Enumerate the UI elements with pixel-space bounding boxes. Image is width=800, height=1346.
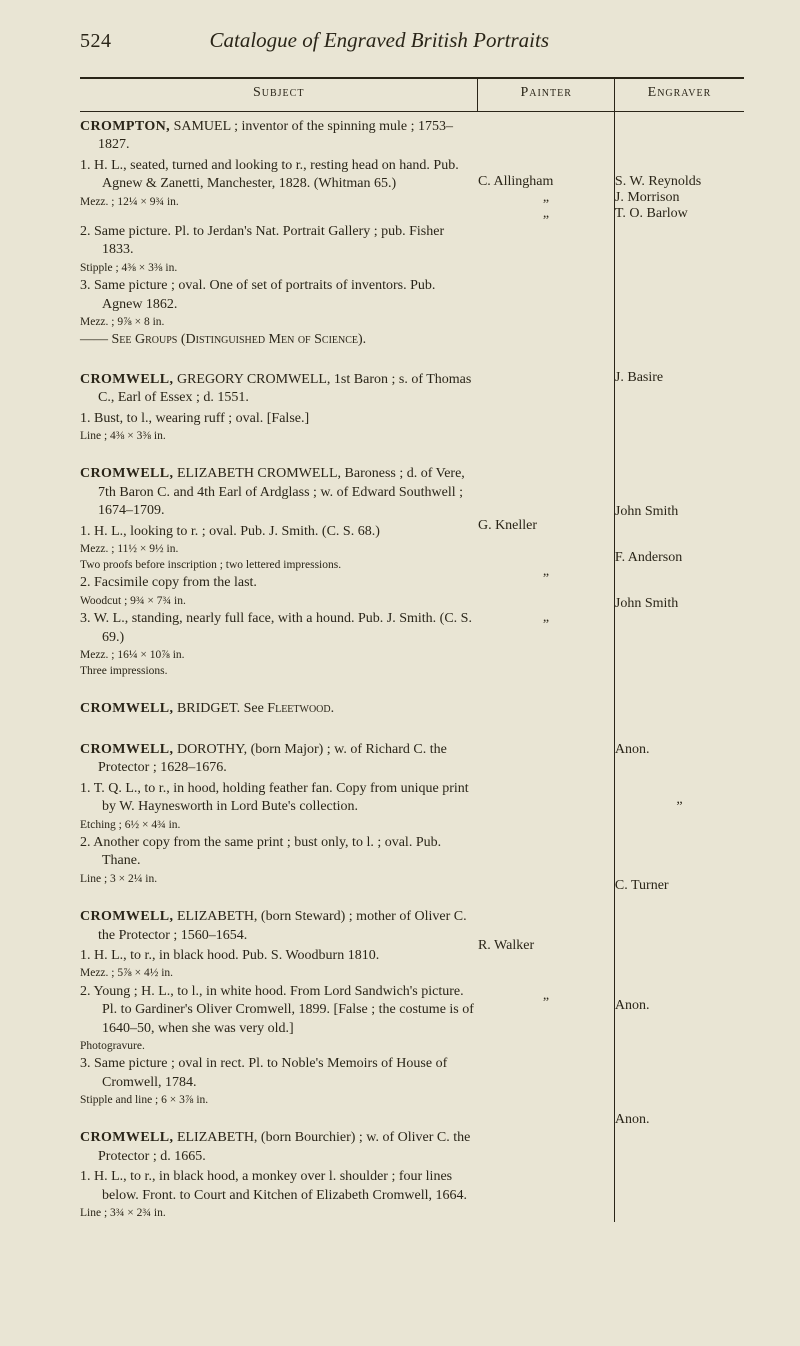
entry-item: 1. H. L., to r., in black hood. Pub. S. … [80, 947, 478, 965]
entry-tech: Line ; 4⅜ × 3⅜ in. [80, 429, 478, 444]
entry-tech: Line ; 3¾ × 2¾ in. [80, 1206, 478, 1221]
entry-tech: Three impressions. [80, 664, 478, 679]
col-painter-header: Painter [478, 78, 614, 112]
engraver-cell: T. O. Barlow [614, 206, 744, 222]
entry-head: CROMWELL, ELIZABETH, (born Steward) ; mo… [80, 908, 478, 945]
entry-item: 1. H. L., looking to r. ; oval. Pub. J. … [80, 523, 478, 541]
engraver-cell: J. Morrison [614, 190, 744, 206]
entry-item: 1. H. L., to r., in black hood, a monkey… [80, 1168, 478, 1205]
engraver-cell: Anon. [615, 1112, 744, 1128]
engraver-cell: Anon. [615, 742, 744, 758]
ditto: „ [478, 610, 614, 626]
engraver-cell: John Smith [615, 504, 744, 520]
entry-tech: Mezz. ; 12¼ × 9¾ in. [80, 195, 478, 210]
entry-item: 2. Same picture. Pl. to Jerdan's Nat. Po… [80, 223, 478, 260]
entry-tech: Stipple ; 4⅜ × 3⅜ in. [80, 261, 478, 276]
ditto: „ [478, 988, 614, 1004]
entry-tech: Photogravure. [80, 1039, 478, 1054]
entry-tech: Mezz. ; 5⅞ × 4½ in. [80, 966, 478, 981]
entry-tech: Etching ; 6½ × 4¾ in. [80, 818, 478, 833]
engraver-cell: J. Basire [615, 370, 744, 386]
entry-tech: Line ; 3 × 2¼ in. [80, 872, 478, 887]
painter-cell: C. Allingham [478, 112, 614, 191]
entry-item: 1. Bust, to l., wearing ruff ; oval. [Fa… [80, 410, 478, 428]
entry-tech: Stipple and line ; 6 × 3⅞ in. [80, 1093, 478, 1108]
entry-item: 2. Facsimile copy from the last. [80, 574, 478, 592]
entry-item: 1. H. L., seated, turned and looking to … [80, 157, 478, 194]
entry-item: 2. Another copy from the same print ; bu… [80, 834, 478, 871]
engraver-cell: Anon. [615, 998, 744, 1014]
entry-tech: Woodcut ; 9¾ × 7¾ in. [80, 594, 478, 609]
entry-item: 1. T. Q. L., to r., in hood, holding fea… [80, 780, 478, 817]
ditto: „ [615, 792, 744, 808]
catalogue-table: Subject Painter Engraver CROMPTON, SAMUE… [80, 77, 744, 1222]
entry-tech: Mezz. ; 11½ × 9½ in. [80, 542, 478, 557]
page-header: 524 Catalogue of Engraved British Portra… [80, 28, 744, 53]
engraver-cell: F. Anderson [615, 550, 744, 566]
entry-tech: Two proofs before inscription ; two lett… [80, 558, 478, 573]
running-title: Catalogue of Engraved British Portraits [140, 28, 745, 53]
page-number: 524 [80, 30, 112, 53]
entry-item: 3. Same picture ; oval. One of set of po… [80, 277, 478, 314]
ditto: „ [478, 190, 614, 206]
entry-item: 2. Young ; H. L., to l., in white hood. … [80, 983, 478, 1038]
painter-cell: R. Walker [478, 938, 614, 954]
entry-see: —— See Groups (Distinguished Men of Scie… [80, 331, 478, 349]
entry-head: CROMWELL, ELIZABETH, (born Bourchier) ; … [80, 1129, 478, 1166]
entry-tech: Mezz. ; 9⅞ × 8 in. [80, 315, 478, 330]
entry-item: 3. Same picture ; oval in rect. Pl. to N… [80, 1055, 478, 1092]
entry-tech: Mezz. ; 16¼ × 10⅞ in. [80, 648, 478, 663]
entry-item: 3. W. L., standing, nearly full face, wi… [80, 610, 478, 647]
engraver-cell: S. W. Reynolds [614, 112, 744, 191]
col-subject-header: Subject [80, 78, 478, 112]
painter-cell: G. Kneller [478, 518, 614, 534]
entry-head: CROMWELL, GREGORY CROMWELL, 1st Baron ; … [80, 371, 478, 408]
ditto: „ [478, 206, 614, 222]
col-engraver-header: Engraver [614, 78, 744, 112]
entry-head: CROMWELL, ELIZABETH CROMWELL, Baroness ;… [80, 465, 478, 520]
entry-head: CROMWELL, DOROTHY, (born Major) ; w. of … [80, 741, 478, 778]
entry-name: CROMPTON, [80, 119, 170, 134]
entry-head: CROMWELL, BRIDGET. See Fleetwood. [80, 700, 478, 718]
ditto: „ [478, 564, 614, 580]
entry-head: CROMPTON, SAMUEL ; inventor of the spinn… [80, 118, 478, 155]
engraver-cell: John Smith [615, 596, 744, 612]
engraver-cell: C. Turner [615, 878, 744, 894]
